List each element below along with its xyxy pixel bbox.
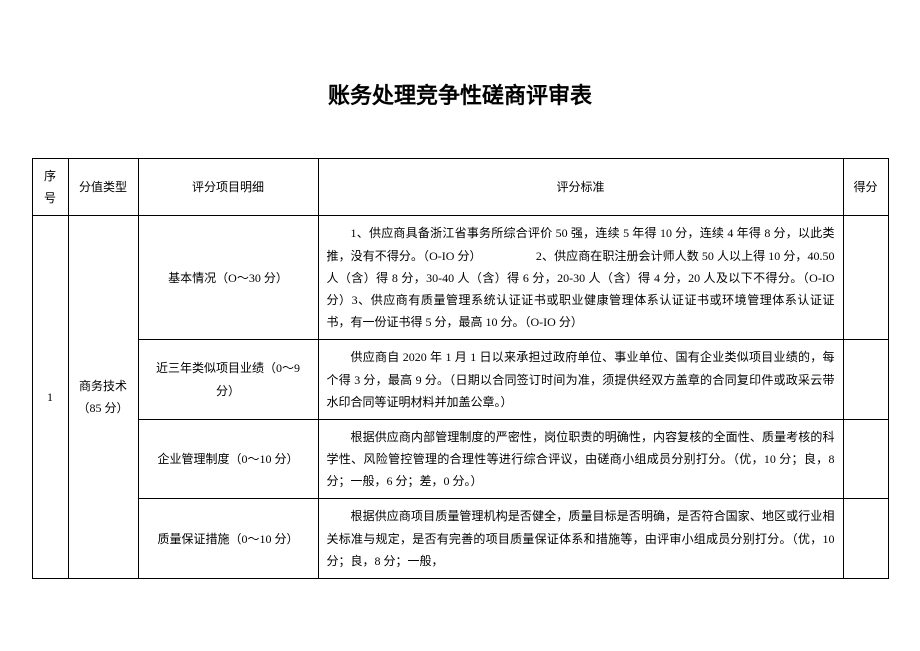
table-row: 1 商务技术（85 分） 基本情况（O～30 分） 1、供应商具备浙江省事务所综… [32, 216, 888, 340]
cell-seq: 1 [32, 216, 68, 579]
evaluation-table: 序号 分值类型 评分项目明细 评分标准 得分 1 商务技术（85 分） 基本情况… [32, 158, 889, 579]
cell-score-similar [843, 340, 888, 420]
cell-std-mgmt: 根据供应商内部管理制度的严密性，岗位职责的明确性，内容复核的全面性、质量考核的科… [318, 419, 843, 499]
table-row: 近三年类似项目业绩（0～9 分） 供应商自 2020 年 1 月 1 日以来承担… [32, 340, 888, 420]
cell-item-basic: 基本情况（O～30 分） [138, 216, 318, 340]
table-row: 质量保证措施（0～10 分） 根据供应商项目质量管理机构是否健全，质量目标是否明… [32, 499, 888, 579]
cell-std-quality: 根据供应商项目质量管理机构是否健全，质量目标是否明确，是否符合国家、地区或行业相… [318, 499, 843, 579]
cell-type: 商务技术（85 分） [68, 216, 138, 579]
cell-score-basic [843, 216, 888, 340]
cell-score-mgmt [843, 419, 888, 499]
table-row: 企业管理制度（0～10 分） 根据供应商内部管理制度的严密性，岗位职责的明确性，… [32, 419, 888, 499]
header-seq: 序号 [32, 159, 68, 216]
header-type: 分值类型 [68, 159, 138, 216]
cell-item-similar: 近三年类似项目业绩（0～9 分） [138, 340, 318, 420]
page-title: 账务处理竞争性磋商评审表 [0, 0, 920, 158]
header-score: 得分 [843, 159, 888, 216]
cell-item-mgmt: 企业管理制度（0～10 分） [138, 419, 318, 499]
header-row: 序号 分值类型 评分项目明细 评分标准 得分 [32, 159, 888, 216]
header-item: 评分项目明细 [138, 159, 318, 216]
cell-std-similar: 供应商自 2020 年 1 月 1 日以来承担过政府单位、事业单位、国有企业类似… [318, 340, 843, 420]
cell-std-basic: 1、供应商具备浙江省事务所综合评价 50 强，连续 5 年得 10 分，连续 4… [318, 216, 843, 340]
cell-item-quality: 质量保证措施（0～10 分） [138, 499, 318, 579]
cell-score-quality [843, 499, 888, 579]
header-standard: 评分标准 [318, 159, 843, 216]
